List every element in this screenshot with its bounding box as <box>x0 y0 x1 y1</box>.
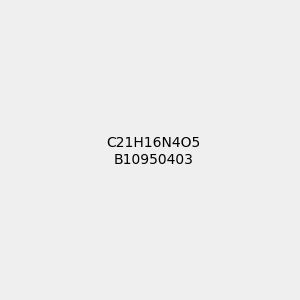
Text: C21H16N4O5
B10950403: C21H16N4O5 B10950403 <box>106 136 201 166</box>
